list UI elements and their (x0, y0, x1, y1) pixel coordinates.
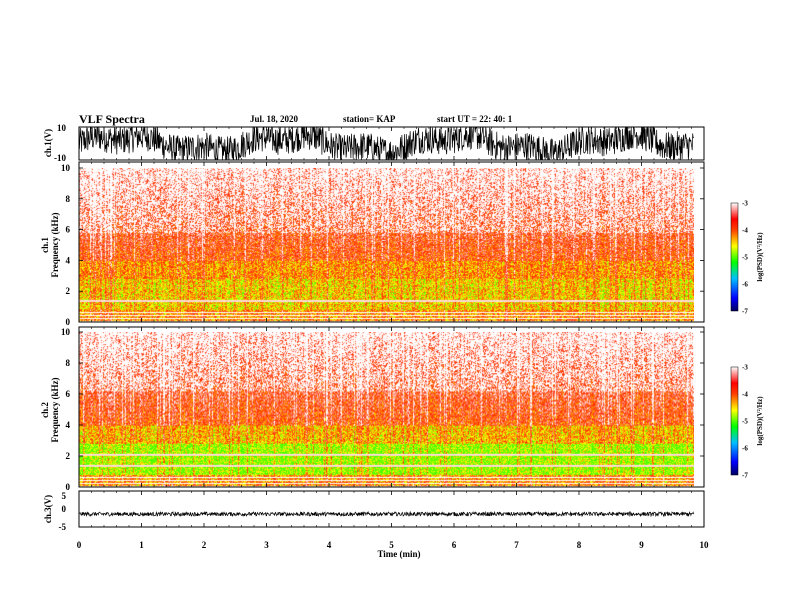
y-tick-label: 4 (66, 420, 71, 430)
x-tick-label: 0 (77, 540, 82, 550)
ch1-spectrogram-ylabel-channel: ch.1 (40, 237, 50, 253)
ch1-spectrogram-image (79, 168, 694, 322)
x-tick-label: 10 (700, 540, 710, 550)
ch3-ytick-top: 5 (62, 491, 67, 501)
ch3-ytick-mid: 0 (62, 504, 67, 514)
ch3-waveform-ylabel: ch.3(V) (43, 495, 53, 523)
figure-start-time: start UT = 22: 40: 1 (437, 114, 513, 124)
x-tick-label: 3 (264, 540, 269, 550)
y-tick-label: 4 (66, 255, 71, 265)
colorbar-tick-label: -5 (742, 254, 748, 262)
colorbar-tick-label: -7 (742, 472, 748, 480)
panel-waveform-ch1: 10 -10 ch.1(V) (43, 123, 705, 163)
ch2-spectrogram-image (79, 332, 694, 487)
ch1-colorbar (730, 202, 739, 312)
colorbar-tick-label: -3 (742, 200, 748, 208)
colorbar-tick-label: -3 (742, 364, 748, 372)
figure-date: Jul. 18, 2020 (250, 114, 299, 124)
y-tick-label: 8 (66, 194, 71, 204)
colorbar-tick-label: -6 (742, 445, 748, 453)
x-tick-label: 9 (639, 540, 644, 550)
colorbar-tick-label: -5 (742, 418, 748, 426)
x-tick-label: 5 (389, 540, 394, 550)
ch2-spectrogram-yticks: 0 2 4 6 8 10 (61, 327, 704, 492)
colorbar-tick-label: -6 (742, 281, 748, 289)
ch2-spectrogram-ylabel-channel: ch.2 (40, 402, 50, 418)
figure-station: station= KAP (343, 114, 396, 124)
x-tick-label: 2 (202, 540, 207, 550)
x-tick-label: 4 (327, 540, 332, 550)
y-tick-label: 10 (61, 163, 71, 173)
x-tick-label: 8 (577, 540, 582, 550)
x-tick-label: 1 (139, 540, 144, 550)
y-tick-label: 2 (66, 286, 71, 296)
x-axis-ticks: 0 1 2 3 4 5 6 7 8 9 10 (77, 127, 709, 550)
ch1-waveform-ylabel: ch.1(V) (43, 129, 53, 157)
ch2-colorbar (730, 366, 739, 476)
ch1-ytick-bottom: -10 (54, 153, 66, 163)
colorbar-tick-label: -7 (742, 308, 748, 316)
ch1-colorbar-label: log(PSD)(V²/Hz) (756, 232, 764, 282)
y-tick-label: 0 (66, 317, 71, 327)
x-tick-label: 6 (452, 540, 457, 550)
y-tick-label: 0 (66, 482, 71, 492)
y-tick-label: 6 (66, 389, 71, 399)
figure-title: VLF Spectra (79, 112, 145, 126)
colorbar-tick-label: -4 (742, 227, 748, 235)
ch1-ytick-top: 10 (57, 123, 67, 133)
y-tick-label: 2 (66, 451, 71, 461)
panel-waveform-ch3: 5 0 -5 ch.3(V) (43, 490, 705, 532)
ch2-colorbar-ticks: -3 -4 -5 -6 -7 (742, 364, 748, 480)
ch1-spectrogram-ylabel-frequency: Frequency (kHz) (50, 212, 60, 277)
ch1-colorbar-ticks: -3 -4 -5 -6 -7 (742, 200, 748, 316)
ch2-colorbar-label: log(PSD)(V²/Hz) (756, 396, 764, 446)
x-tick-label: 7 (514, 540, 519, 550)
ch2-spectrogram-ylabel-frequency: Frequency (kHz) (50, 377, 60, 442)
ch3-waveform-line (78, 510, 695, 518)
y-tick-label: 8 (66, 358, 71, 368)
y-tick-label: 6 (66, 225, 71, 235)
ch1-spectrogram-yticks: 0 2 4 6 8 10 (61, 163, 704, 327)
ch3-ytick-bottom: -5 (59, 522, 67, 532)
x-axis-label: Time (min) (377, 549, 420, 559)
y-tick-label: 10 (61, 327, 71, 337)
colorbar-tick-label: -4 (742, 391, 748, 399)
